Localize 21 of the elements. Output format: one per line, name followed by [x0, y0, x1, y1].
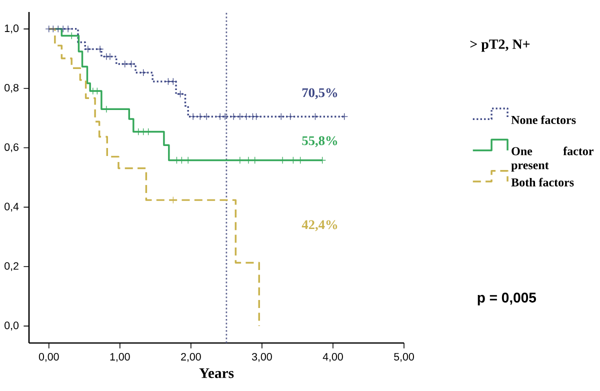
text: One factor present	[511, 146, 594, 172]
annotation: 70,5%	[302, 88, 338, 100]
y-tick-label: 1,0	[4, 24, 19, 34]
x-tick-label: 5,00	[394, 353, 414, 362]
y-tick-label: 0,4	[4, 202, 19, 212]
annotation: 55,8%	[302, 136, 338, 148]
x-tick-label: 0,00	[38, 353, 59, 362]
y-tick-label: 0,2	[4, 262, 18, 272]
legend-label: Both factors	[511, 178, 574, 186]
y-tick-label: 0,0	[4, 322, 19, 330]
legend-label: None factors	[511, 115, 576, 124]
y-tick-label: 0,6	[4, 143, 18, 152]
y-tick-label: 0,8	[4, 84, 18, 93]
text: > pT2, N+	[470, 40, 530, 52]
text: p = 0,005	[478, 292, 536, 306]
annotation: 42,4%	[302, 220, 338, 232]
x-axis-title: Years	[199, 368, 234, 378]
x-tick-label: 1,00	[110, 353, 130, 362]
x-tick-label: 3,00	[252, 353, 272, 362]
x-tick-label: 4,00	[322, 353, 343, 362]
x-tick-label: 2,00	[181, 353, 201, 362]
